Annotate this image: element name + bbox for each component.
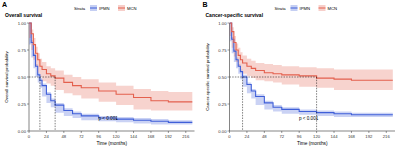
x-tick-label: 24 <box>245 134 250 139</box>
confidence-band <box>230 23 393 117</box>
chart-svg: A Overall survival Strata IPMN MCN 0.00 0.25 0.… <box>0 0 401 158</box>
x-tick-label: 0 <box>228 134 231 139</box>
figure: A Overall survival Strata IPMN MCN 0.00 0.25 0.… <box>0 0 401 158</box>
y-axis-label: Overall survival probability <box>4 51 9 103</box>
survival-curve <box>230 23 393 80</box>
x-tick-label: 72 <box>279 134 284 139</box>
legend-swatch-line <box>90 8 97 9</box>
legend-swatch <box>319 5 326 11</box>
x-axis-label: Time (months) <box>297 141 328 146</box>
x-tick-label: 120 <box>313 134 321 139</box>
x-tick-label: 96 <box>96 134 101 139</box>
title: Overall survival <box>5 12 43 18</box>
p-value: p < 0.001 <box>299 116 319 121</box>
legend-label: MCN <box>127 6 137 11</box>
x-tick-label: 192 <box>365 134 373 139</box>
y-tick-label: 0.50 <box>18 75 27 80</box>
x-tick-label: 48 <box>62 134 67 139</box>
legend-swatch-line <box>118 8 125 9</box>
legend-swatch-line <box>319 8 326 9</box>
x-tick-label: 216 <box>182 134 190 139</box>
y-tick-label: 0.25 <box>218 102 227 107</box>
y-tick-label: 1.00 <box>218 21 227 26</box>
x-tick-label: 72 <box>79 134 84 139</box>
x-tick-label: 144 <box>130 134 138 139</box>
x-tick-label: 96 <box>297 134 302 139</box>
legend-swatch <box>118 5 125 11</box>
x-tick-label: 24 <box>44 134 49 139</box>
legend-title: Strata <box>275 6 287 11</box>
x-axis <box>230 131 396 132</box>
x-tick-label: 48 <box>262 134 267 139</box>
y-tick-label: 1.00 <box>18 21 27 26</box>
legend-label: IPMN <box>300 6 310 11</box>
survival-curve <box>230 23 393 115</box>
x-tick-label: 120 <box>113 134 121 139</box>
median-line <box>39 77 40 131</box>
panel-letter: A <box>2 1 7 8</box>
y-tick-label: 0.50 <box>218 75 227 80</box>
x-tick-label: 168 <box>348 134 356 139</box>
legend-label: IPMN <box>99 6 109 11</box>
survival-curve <box>29 23 192 122</box>
median-level-line <box>29 77 55 78</box>
confidence-band <box>29 23 192 110</box>
confidence-band <box>230 23 393 90</box>
y-axis-label: Cancer-specific survival probability <box>205 42 210 110</box>
plot-area <box>29 23 192 131</box>
panel: B Cancer-specific survival Strata IPMN MCN 0.… <box>203 1 396 146</box>
x-axis <box>29 131 195 132</box>
x-tick-label: 192 <box>165 134 173 139</box>
confidence-band <box>29 23 192 125</box>
legend-swatch-line <box>291 8 298 9</box>
y-tick-label: 0.75 <box>18 48 27 53</box>
median-line <box>242 77 243 131</box>
median-line <box>55 77 56 131</box>
legend-label: MCN <box>328 6 338 11</box>
legend-swatch <box>291 5 298 11</box>
p-value: p < 0.001 <box>99 116 119 121</box>
survival-curve <box>29 23 192 102</box>
x-tick-label: 168 <box>147 134 155 139</box>
x-tick-label: 216 <box>383 134 391 139</box>
x-axis-label: Time (months) <box>96 141 127 146</box>
legend-title: Strata <box>74 6 86 11</box>
x-tick-label: 144 <box>331 134 339 139</box>
y-tick-label: 0.00 <box>218 129 227 134</box>
panel-letter: B <box>203 1 208 8</box>
y-tick-label: 0.75 <box>218 48 227 53</box>
x-tick-label: 0 <box>28 134 31 139</box>
panel: A Overall survival Strata IPMN MCN 0.00 0.25 0.… <box>2 1 195 146</box>
median-line <box>316 77 317 131</box>
plot-area <box>230 23 393 131</box>
y-tick-label: 0.25 <box>18 102 27 107</box>
y-tick-label: 0.00 <box>18 129 27 134</box>
title: Cancer-specific survival <box>206 12 264 18</box>
legend-swatch <box>90 5 97 11</box>
